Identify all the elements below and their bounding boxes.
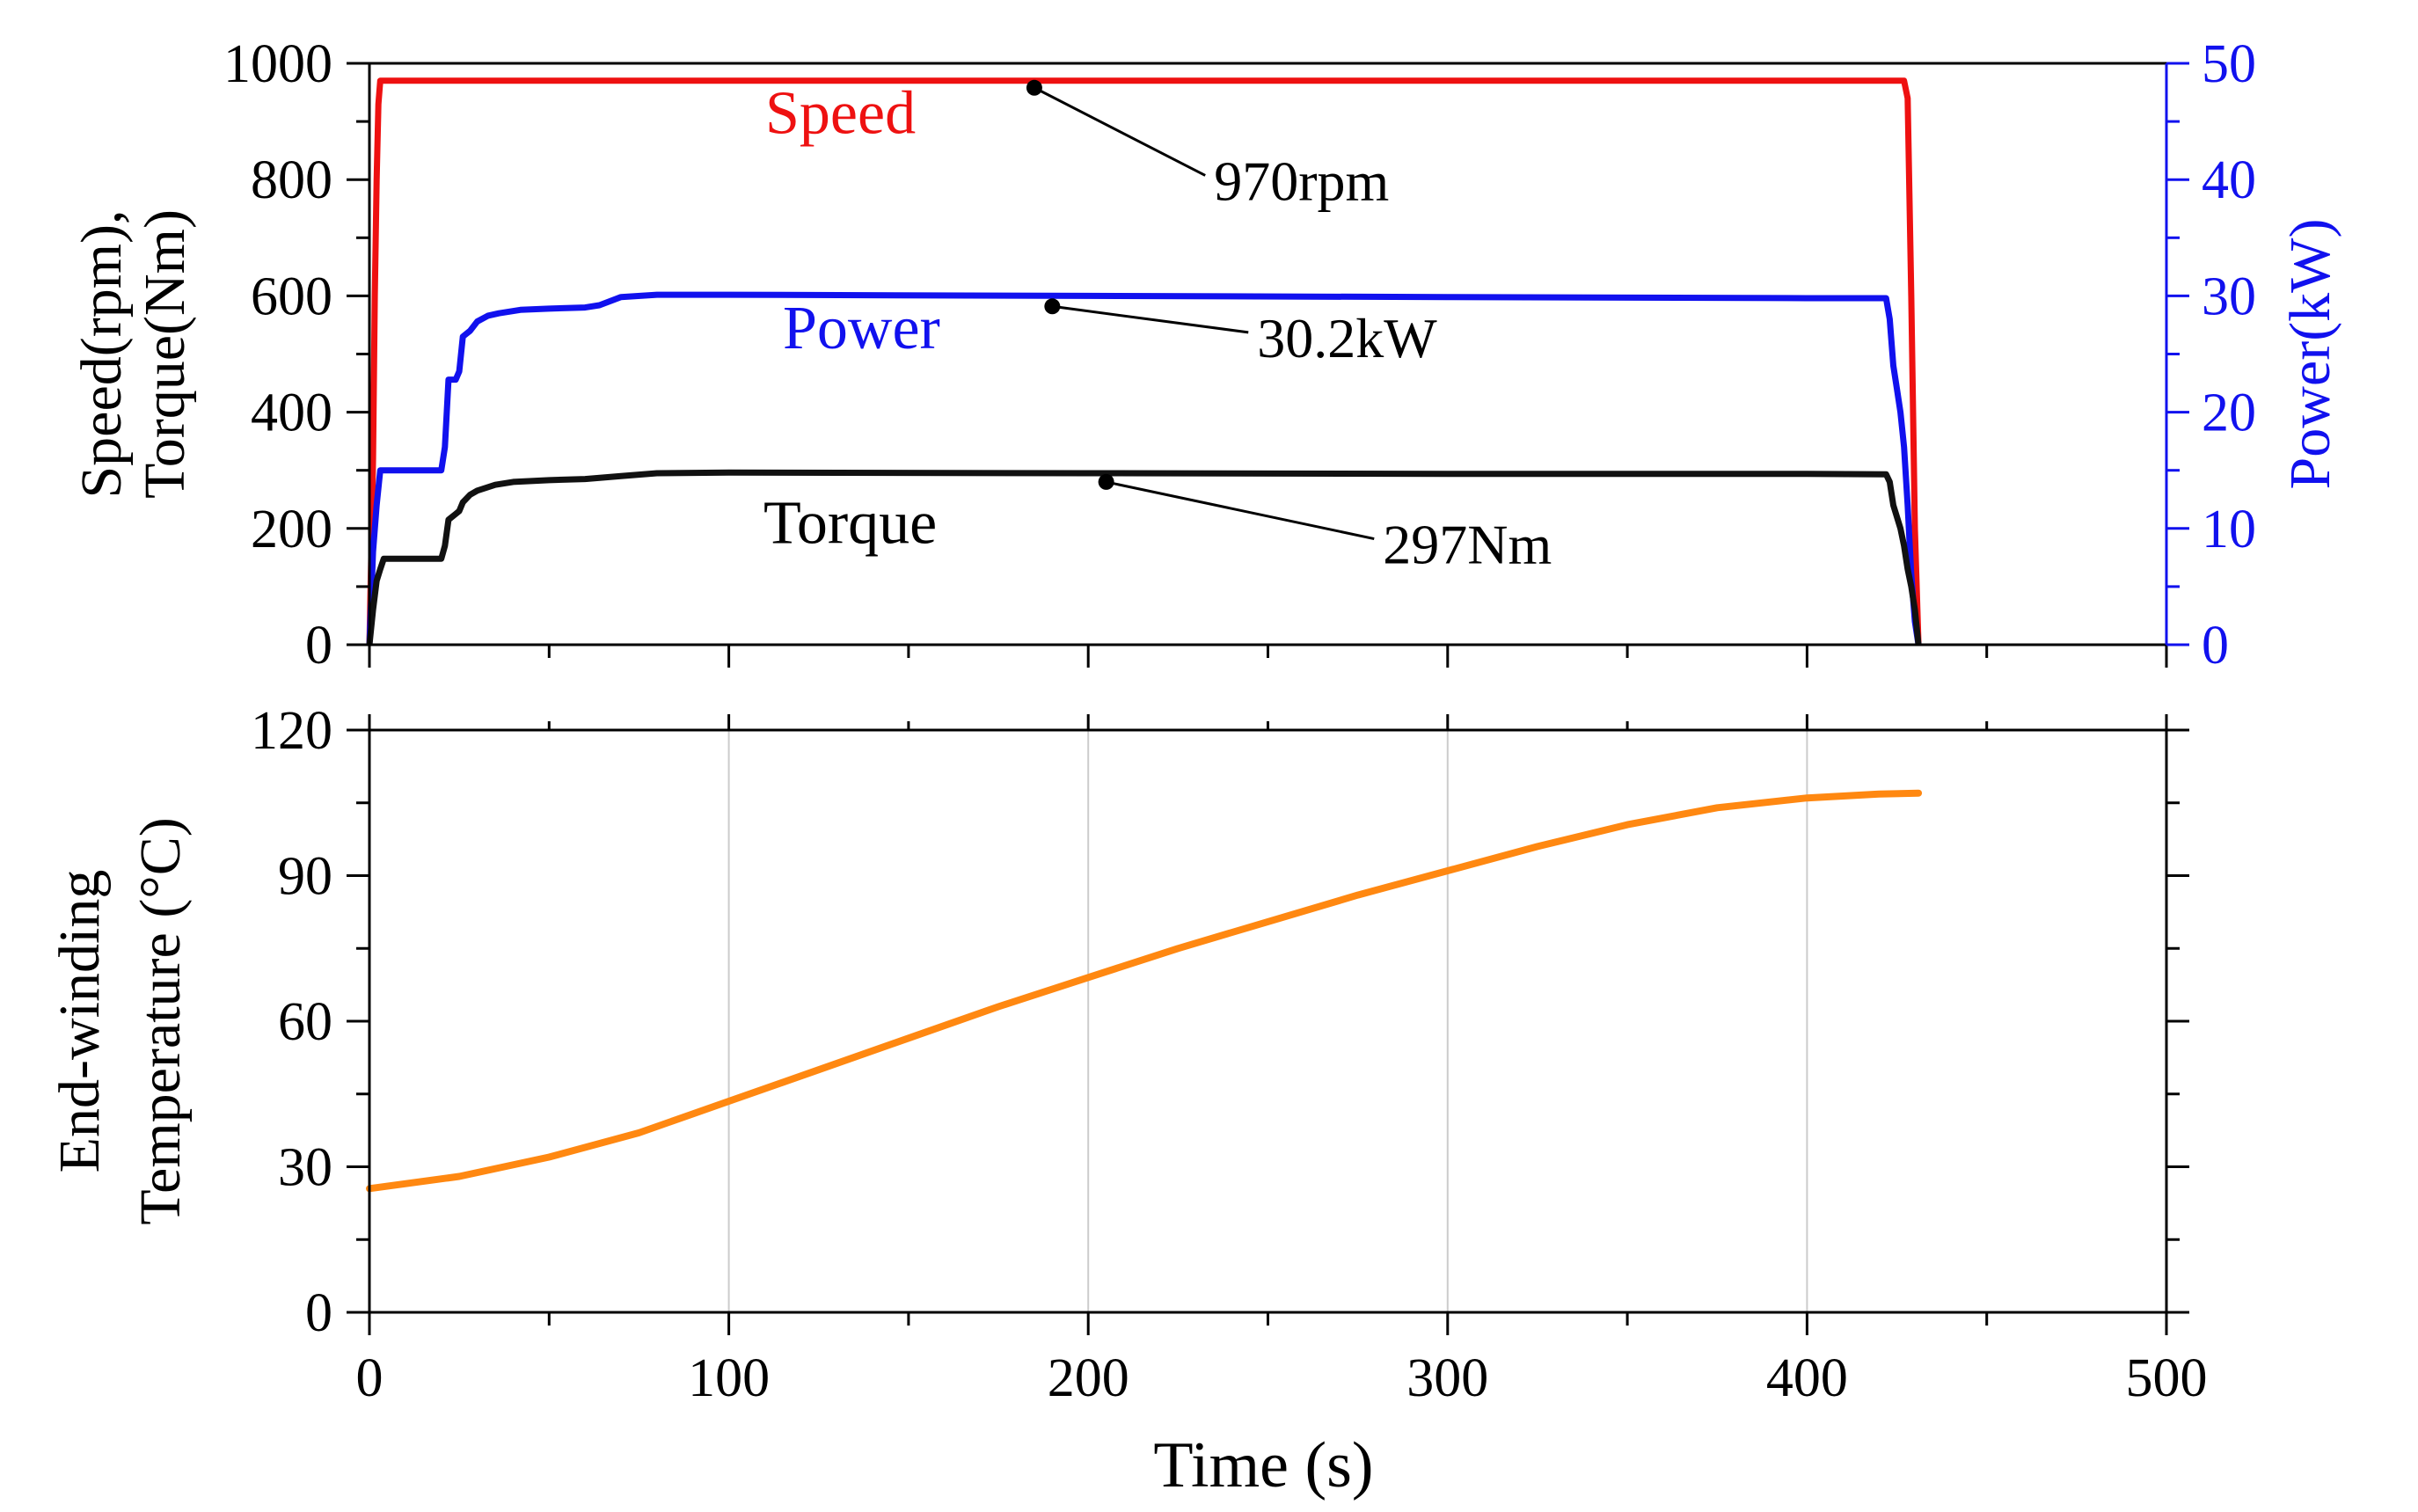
bottom-y-tick-label: 120 (251, 701, 332, 761)
series-labels: Speed Power Torque (763, 79, 940, 557)
bottom-y-axis-title-line: End-winding (47, 870, 112, 1173)
top-y-axis-title-line: Torque(Nm) (133, 209, 197, 499)
x-tick-label: 500 (2126, 1348, 2208, 1408)
series-line-torque (366, 469, 1922, 646)
bottom-panel: 0 100 200 300 400 500 0 30 60 90 120 End-winding Te… (47, 701, 2208, 1501)
top-y-tick-label: 200 (251, 500, 332, 559)
series-label-speed: Speed (765, 79, 916, 147)
annotation-leader (1106, 480, 1375, 541)
series-label-power: Power (783, 295, 940, 362)
x-tick-label: 100 (688, 1348, 770, 1408)
bottom-y-tick-label: 90 (278, 847, 332, 907)
annotation-leader (1034, 86, 1206, 177)
series-line-power (366, 291, 1922, 646)
x-tick-label: 0 (356, 1348, 384, 1408)
top-panel: 0 200 400 600 800 1000 0 10 20 30 40 50 970rpm 30.2k… (69, 34, 2342, 676)
annotation-marker (1098, 473, 1114, 490)
annotation-marker (1026, 79, 1042, 96)
annotation-label: 970rpm (1214, 150, 1389, 212)
top-y2-axis-title: Power(kW) (2278, 219, 2342, 490)
series-line-temperature (366, 789, 1923, 1193)
series-label-torque: Torque (763, 489, 937, 557)
annotation-marker (1044, 298, 1061, 315)
top-y-tick-label: 0 (305, 616, 332, 676)
top-y-tick-label: 1000 (223, 34, 332, 94)
bottom-y-axis-title-line: Temperature (°C) (128, 817, 193, 1224)
x-tick-label: 400 (1766, 1348, 1848, 1408)
bottom-axis-ticks: 0 100 200 300 400 500 0 30 60 90 120 (251, 701, 2208, 1408)
top-y-tick-label: 600 (251, 267, 332, 326)
top-y2-tick-label: 50 (2202, 34, 2256, 94)
top-y2-tick-label: 10 (2202, 500, 2256, 559)
top-y-axis-title-line: Speed(rpm), (69, 209, 134, 498)
top-y2-tick-label: 30 (2202, 267, 2256, 326)
top-series-lines (366, 77, 1922, 646)
bottom-y-tick-label: 60 (278, 992, 332, 1052)
annotation-label: 297Nm (1383, 514, 1552, 576)
top-y-tick-label: 800 (251, 150, 332, 210)
x-tick-label: 200 (1048, 1348, 1129, 1408)
top-y2-tick-label: 40 (2202, 150, 2256, 210)
annotation-leader (1052, 304, 1249, 334)
top-y-axis-title: Speed(rpm),Torque(Nm) (69, 209, 197, 499)
top-annotations: 970rpm 30.2kW 297Nm (1026, 79, 1552, 576)
x-tick-label: 300 (1406, 1348, 1488, 1408)
top-axis-ticks: 0 200 400 600 800 1000 0 10 20 30 40 50 (223, 34, 2256, 676)
bottom-y-tick-label: 30 (278, 1138, 332, 1198)
series-line-speed (366, 77, 1922, 646)
x-axis-title: Time (s) (1153, 1429, 1373, 1501)
bottom-grid (727, 730, 1808, 1312)
bottom-y-axis-title: End-winding Temperature (°C) (47, 817, 193, 1224)
bottom-y-tick-label: 0 (305, 1283, 332, 1343)
annotation-label: 30.2kW (1257, 307, 1437, 369)
top-y2-tick-label: 20 (2202, 383, 2256, 443)
bottom-series-lines (366, 789, 1923, 1193)
top-y-tick-label: 400 (251, 383, 332, 443)
top-y2-tick-label: 0 (2202, 616, 2229, 676)
